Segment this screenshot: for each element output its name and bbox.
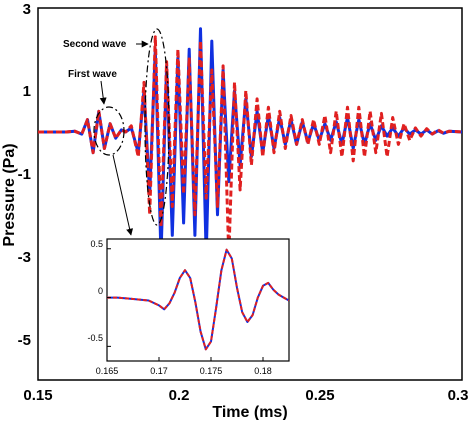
first-wave-arrow [99,80,107,105]
inset-x-tick-label: 0.18 [254,366,272,376]
inset-x-tick-label: 0.175 [200,366,223,376]
inset-tick-marks [106,248,264,361]
main-series-group [38,27,462,258]
x-tick-label: 0.25 [305,387,334,404]
y-tick-label: -1 [18,166,31,183]
first-wave-ellipse [93,106,125,156]
zoom-arrow [112,154,134,236]
y-tick-label: 3 [23,1,31,18]
inset-y-tick-label: 0 [98,286,103,296]
first-wave-label: First wave [68,69,117,80]
main-series-dashed-red-line [38,35,462,258]
inset-series-group [107,248,289,351]
inset-x-tick-label: 0.17 [150,366,168,376]
y-tick-label: -3 [18,249,31,266]
x-axis-label: Time (ms) [212,404,287,420]
x-tick-label: 0.15 [23,387,52,404]
inset-y-tick-label: -0.5 [87,333,103,343]
y-tick-label: -5 [18,332,31,349]
inset-y-tick-label: 0.5 [90,239,103,249]
inset-x-tick-label: 0.165 [96,366,119,376]
y-axis-label: Pressure (Pa) [1,143,18,246]
y-tick-label: 1 [23,83,31,100]
x-tick-label: 0.2 [169,387,190,404]
inset-series-dashed-red-line [107,248,289,351]
second-wave-ellipse [144,28,170,226]
second-wave-label: Second wave [63,39,127,50]
x-tick-label: 0.3 [448,387,469,404]
